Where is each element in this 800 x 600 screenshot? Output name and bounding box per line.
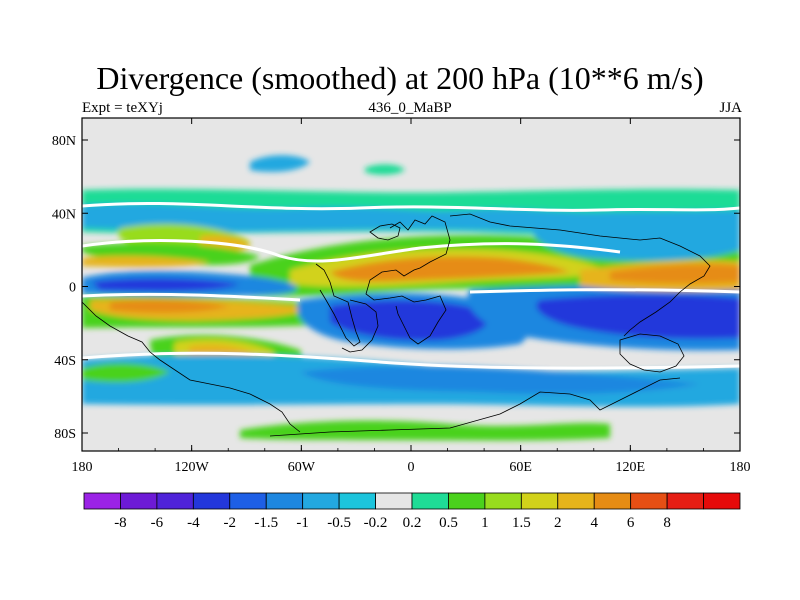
x-tick-label: 60W — [288, 460, 316, 475]
colorbar-swatch — [630, 492, 668, 510]
band-west-darkblue — [92, 278, 240, 292]
x-tick-label: 180 — [72, 460, 93, 475]
colorbar-swatch — [411, 492, 449, 510]
plot-title: Divergence (smoothed) at 200 hPa (10**6 … — [96, 60, 704, 96]
band-east-darkorange — [610, 264, 740, 284]
x-axis: 180 120W 60W 0 60E 120E 180 — [72, 118, 751, 475]
colorbar-label: 1 — [481, 515, 489, 531]
colorbar-swatch — [375, 492, 413, 510]
coast-south-america — [341, 299, 379, 353]
colorbar-label: -0.5 — [327, 515, 351, 531]
colorbar-label: -1 — [296, 515, 309, 531]
coast-europe-africa — [365, 215, 451, 345]
colorbar-label: 0.5 — [439, 515, 458, 531]
band-antarctic-green — [240, 420, 610, 441]
band-s-lime — [82, 363, 170, 383]
x-tick-label: 0 — [408, 460, 415, 475]
blob-arctic-2 — [365, 164, 405, 175]
colorbar-label: 6 — [627, 515, 635, 531]
coast-americas — [315, 263, 361, 347]
colorbar-label: 0.2 — [403, 515, 422, 531]
y-tick-label: 80N — [52, 134, 76, 149]
experiment-label: Expt = teXYj — [82, 100, 163, 116]
coast-antarctica — [269, 377, 681, 437]
colorbar-swatch — [156, 492, 194, 510]
coast-asia — [449, 213, 711, 337]
y-tick-label: 40N — [52, 207, 76, 222]
band-equator-orange — [330, 256, 570, 282]
colorbar-swatch — [229, 492, 267, 510]
colorbar-swatch — [520, 492, 559, 510]
colorbar-swatch — [120, 492, 158, 510]
colorbar-label: -8 — [114, 515, 127, 531]
coast-australia — [619, 333, 685, 373]
colorbar-label: 8 — [663, 515, 671, 531]
band-center-darkblue — [330, 300, 488, 341]
colorbar: -8 -6 -4 -2 -1.5 -1 -0.5 -0.2 0.2 0.5 1 1.5 2 4 6 8 — [83, 492, 741, 531]
colorbar-label: -2 — [224, 515, 237, 531]
colorbar-label: 4 — [590, 515, 598, 531]
x-tick-label: 60E — [509, 460, 532, 475]
colorbar-swatch — [302, 492, 340, 510]
colorbar-swatch — [557, 492, 595, 510]
blob-arctic-1 — [250, 155, 310, 172]
map-field — [82, 118, 740, 451]
band-west-orange — [82, 255, 210, 268]
colorbar-label: -1.5 — [254, 515, 278, 531]
x-tick-label: 180 — [730, 460, 751, 475]
band-s-blue — [300, 365, 700, 394]
colorbar-label: 1.5 — [512, 515, 531, 531]
band-south-darkorange — [110, 299, 230, 313]
colorbar-swatch — [265, 492, 304, 510]
colorbar-swatch — [703, 492, 741, 510]
colorbar-swatch — [666, 492, 704, 510]
coast-na-west — [82, 301, 301, 433]
y-tick-label: 40S — [54, 354, 76, 369]
colorbar-swatch — [338, 492, 376, 510]
colorbar-swatch — [484, 492, 522, 510]
colorbar-swatch — [593, 492, 632, 510]
colorbar-swatch — [192, 492, 231, 510]
colorbar-label: -4 — [187, 515, 200, 531]
y-tick-label: 80S — [54, 427, 76, 442]
coast-greenland — [369, 223, 401, 241]
case-label: 436_0_MaBP — [368, 100, 452, 116]
x-tick-label: 120W — [175, 460, 210, 475]
colorbar-swatch — [448, 492, 486, 510]
season-label: JJA — [719, 100, 742, 116]
band-east-darkblue — [536, 294, 740, 339]
coastlines — [82, 213, 711, 437]
y-axis: 80N 40N 0 40S 80S — [52, 134, 740, 442]
y-tick-label: 0 — [69, 281, 76, 296]
colorbar-label: 2 — [554, 515, 562, 531]
colorbar-swatch — [83, 492, 121, 510]
colorbar-label: -6 — [151, 515, 164, 531]
zero-contours — [82, 201, 740, 370]
x-tick-label: 120E — [616, 460, 646, 475]
colorbar-label: -0.2 — [364, 515, 388, 531]
